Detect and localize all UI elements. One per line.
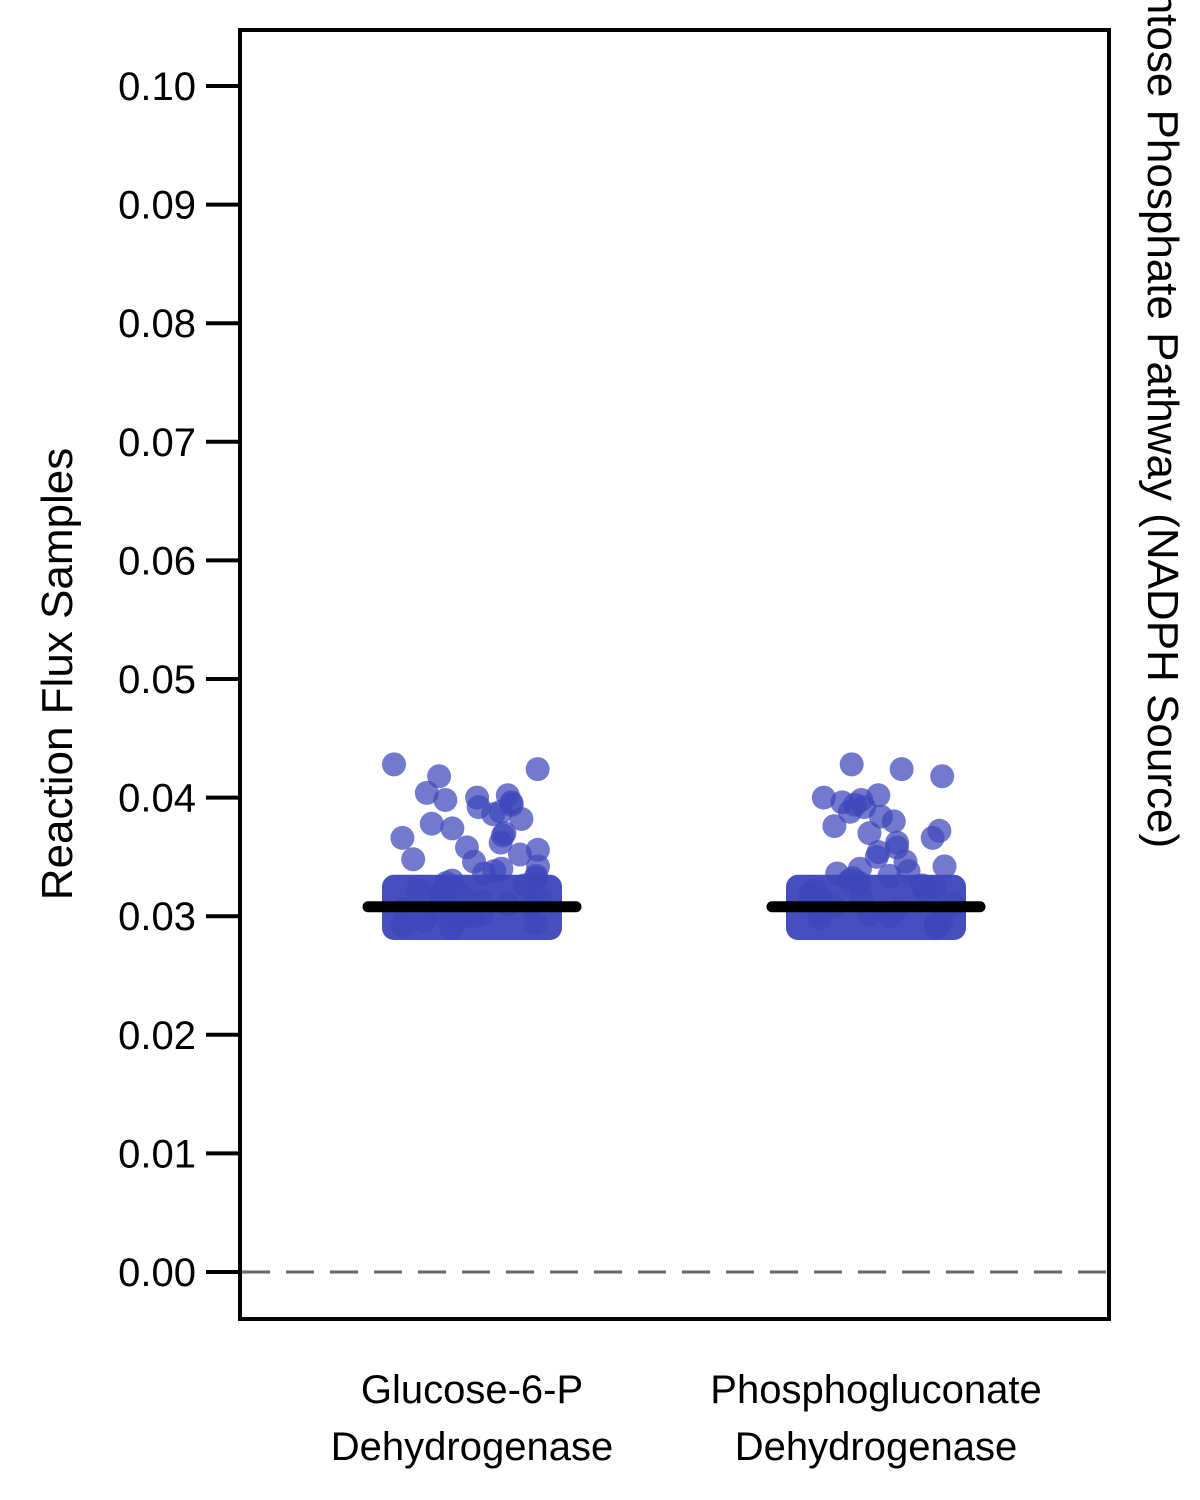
category-label: Phosphogluconate xyxy=(710,1368,1041,1412)
sample-point xyxy=(481,802,506,827)
sample-point xyxy=(401,847,426,872)
right-side-label: Pentose Phosphate Pathway (NADPH Source) xyxy=(1138,0,1187,848)
y-tick-label: 0.07 xyxy=(118,421,196,465)
sample-point xyxy=(877,863,902,888)
sample-point xyxy=(822,814,847,839)
y-tick-label: 0.06 xyxy=(118,539,196,583)
sample-point xyxy=(525,757,550,782)
y-tick-label: 0.05 xyxy=(118,658,196,702)
sample-point xyxy=(440,816,465,841)
category-label: Glucose-6-P xyxy=(361,1368,583,1412)
sample-point xyxy=(439,916,464,941)
y-axis: 0.00 0.01 0.02 0.03 0.04 0.05 0.06 0.07 0.08 0.09… xyxy=(118,65,240,1295)
sample-point xyxy=(930,764,955,789)
y-tick-label: 0.00 xyxy=(118,1251,196,1295)
sample-point xyxy=(839,752,864,777)
sample-point xyxy=(932,854,957,879)
sample-point xyxy=(525,837,550,862)
sample-point xyxy=(390,913,415,938)
sample-point xyxy=(405,878,430,903)
sample-point xyxy=(837,799,862,824)
x-axis-categories: Glucose-6-P Dehydrogenase Phosphogluconate… xyxy=(331,1368,1042,1469)
sample-point xyxy=(523,911,548,936)
sample-point xyxy=(811,785,836,810)
y-tick-label: 0.10 xyxy=(118,65,196,109)
y-tick-label: 0.04 xyxy=(118,777,196,821)
sample-point xyxy=(509,806,534,831)
sample-point xyxy=(920,825,945,850)
sample-point xyxy=(390,825,415,850)
sample-point xyxy=(427,764,452,789)
sample-point xyxy=(889,757,914,782)
sample-point xyxy=(881,809,906,834)
y-axis-label: Reaction Flux Samples xyxy=(33,448,82,900)
category-label: Dehydrogenase xyxy=(735,1425,1017,1469)
sample-point xyxy=(472,861,497,886)
plot-frame xyxy=(238,28,1111,1321)
sample-point xyxy=(857,821,882,846)
sample-point xyxy=(512,873,537,898)
y-tick-label: 0.01 xyxy=(118,1132,196,1176)
category-label: Dehydrogenase xyxy=(331,1425,613,1469)
sample-point xyxy=(924,916,949,941)
y-tick-label: 0.09 xyxy=(118,184,196,228)
sample-point xyxy=(412,908,437,933)
sample-point xyxy=(433,787,458,812)
sample-point xyxy=(864,844,889,869)
sample-point xyxy=(414,780,439,805)
sample-point xyxy=(807,906,832,931)
sample-point xyxy=(448,882,473,907)
y-tick-label: 0.02 xyxy=(118,1014,196,1058)
sample-point xyxy=(419,811,444,836)
sample-point xyxy=(488,830,513,855)
sample-point xyxy=(913,880,938,905)
y-tick-label: 0.08 xyxy=(118,302,196,346)
sample-point xyxy=(507,842,532,867)
sample-point xyxy=(382,752,407,777)
y-tick-label: 0.03 xyxy=(118,895,196,939)
